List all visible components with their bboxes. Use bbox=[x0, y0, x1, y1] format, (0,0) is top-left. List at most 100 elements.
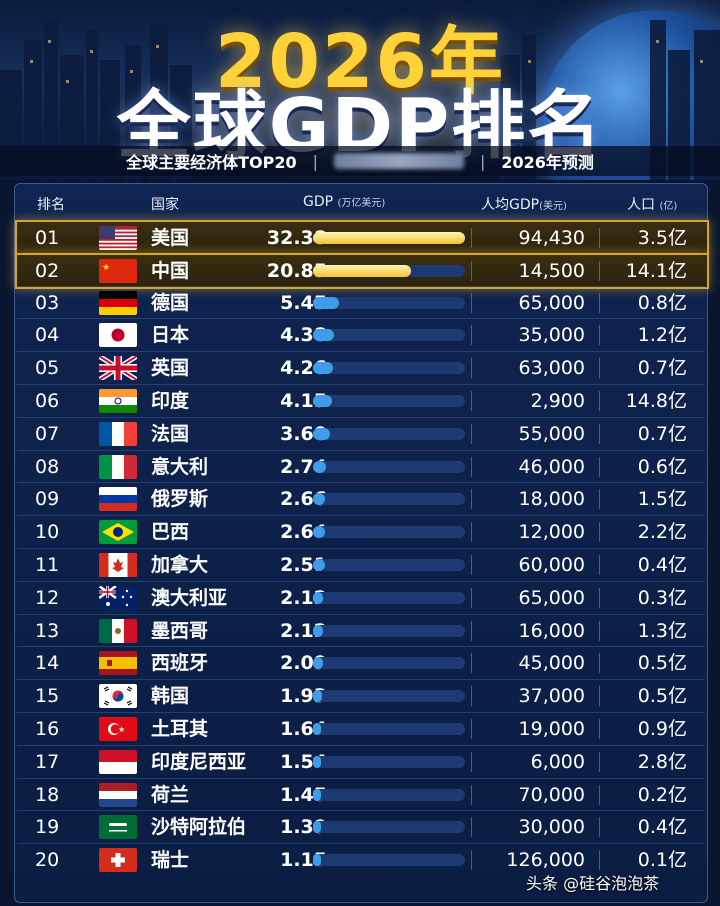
table-row: 19 沙特阿拉伯 1.39 30,000 0.4亿 bbox=[17, 810, 705, 843]
population-cell: 0.8亿 bbox=[637, 291, 687, 314]
gdp-bar bbox=[313, 264, 411, 277]
per-capita-cell: 35,000 bbox=[518, 324, 585, 347]
per-capita-cell: 37,000 bbox=[518, 685, 585, 708]
per-capita-cell: 70,000 bbox=[518, 783, 585, 806]
subtitle-divider: | bbox=[312, 151, 318, 171]
country-cell: 法国 bbox=[151, 422, 190, 445]
population-cell: 1.3亿 bbox=[637, 619, 687, 642]
gdp-bar-track bbox=[313, 624, 465, 637]
table-row: 14 西班牙 2.09 45,000 0.5亿 bbox=[17, 646, 705, 679]
subtitle-bar: 全球主要经济体TOP20 | | 2026年预测 bbox=[0, 146, 720, 176]
column-divider bbox=[471, 620, 472, 641]
table-row: 09 俄罗斯 2.66 18,000 1.5亿 bbox=[17, 482, 705, 515]
column-divider bbox=[599, 751, 600, 772]
header-gdp: GDP (万亿美元) bbox=[303, 194, 385, 210]
per-capita-cell: 16,000 bbox=[518, 619, 585, 642]
country-cell: 土耳其 bbox=[151, 718, 209, 740]
table-row: 16 ★ 土耳其 1.64 19,000 0.9亿 bbox=[17, 712, 705, 745]
column-divider bbox=[471, 391, 472, 411]
column-divider bbox=[471, 456, 472, 477]
svg-text:★: ★ bbox=[102, 263, 110, 273]
country-cell: 墨西哥 bbox=[151, 619, 209, 642]
population-cell: 0.9亿 bbox=[637, 718, 687, 740]
population-cell: 0.1亿 bbox=[637, 849, 687, 872]
per-capita-cell: 30,000 bbox=[518, 816, 585, 839]
population-cell: 14.1亿 bbox=[625, 259, 687, 282]
gdp-bar-track bbox=[313, 755, 465, 768]
subtitle-left: 全球主要经济体TOP20 bbox=[126, 153, 297, 172]
rank-cell: 20 bbox=[35, 849, 60, 872]
gdp-bar bbox=[313, 362, 333, 375]
gdp-bar-track bbox=[313, 657, 465, 670]
jp-flag-icon bbox=[99, 323, 137, 348]
country-cell: 韩国 bbox=[151, 685, 190, 708]
population-cell: 0.3亿 bbox=[637, 586, 687, 609]
gdp-bar-track bbox=[313, 591, 465, 604]
table-row: 07 法国 3.60 55,000 0.7亿 bbox=[17, 416, 705, 450]
table-row: 02 ★ 中国 20.85 14,500 14.1亿 bbox=[15, 252, 709, 289]
rank-cell: 11 bbox=[35, 554, 60, 576]
rank-cell: 12 bbox=[35, 586, 60, 609]
gdp-bar bbox=[313, 723, 321, 735]
per-capita-cell: 19,000 bbox=[518, 718, 585, 740]
gdp-bar-track bbox=[313, 232, 465, 244]
country-cell: 意大利 bbox=[151, 455, 209, 478]
country-cell: 沙特阿拉伯 bbox=[151, 816, 247, 839]
table-row: 03 德国 5.45 65,000 0.8亿 bbox=[17, 285, 705, 319]
gdp-bar-track bbox=[313, 329, 465, 342]
ch-flag-icon bbox=[99, 848, 137, 873]
gdp-bar-track bbox=[313, 526, 465, 539]
column-divider bbox=[599, 423, 600, 444]
rank-cell: 17 bbox=[35, 750, 60, 773]
header-rank: 排名 bbox=[37, 197, 65, 213]
table-row: 17 印度尼西亚 1.54 6,000 2.8亿 bbox=[17, 744, 705, 778]
subtitle-divider: | bbox=[479, 151, 486, 171]
table-row: 06 印度 4.15 2,900 14.8亿 bbox=[17, 384, 705, 417]
rank-cell: 06 bbox=[35, 390, 60, 412]
column-divider bbox=[599, 358, 600, 379]
rank-cell: 03 bbox=[35, 291, 60, 314]
gdp-bar-track bbox=[313, 264, 465, 277]
population-cell: 0.5亿 bbox=[637, 652, 687, 675]
rank-cell: 01 bbox=[35, 227, 60, 249]
es-flag-icon bbox=[99, 651, 137, 676]
header-per-capita-unit: (美元) bbox=[539, 201, 567, 212]
rank-cell: 10 bbox=[35, 521, 60, 544]
rank-cell: 07 bbox=[35, 422, 60, 445]
au-flag-icon bbox=[99, 585, 137, 610]
country-cell: 巴西 bbox=[151, 521, 190, 544]
table-row: 01 美国 32.38 94,430 3.5亿 bbox=[15, 220, 709, 256]
gdp-bar-track bbox=[313, 493, 465, 506]
gdp-bar-track bbox=[313, 788, 465, 801]
gdp-bar bbox=[313, 427, 330, 440]
per-capita-cell: 2,900 bbox=[530, 390, 585, 412]
tr-flag-icon: ★ bbox=[99, 717, 137, 741]
column-divider bbox=[599, 391, 600, 411]
column-divider bbox=[471, 228, 472, 248]
population-cell: 0.4亿 bbox=[637, 554, 687, 576]
table-row: 10 巴西 2.64 12,000 2.2亿 bbox=[17, 515, 705, 548]
per-capita-cell: 14,500 bbox=[518, 259, 585, 282]
column-divider bbox=[471, 817, 472, 838]
header-population-label: 人口 bbox=[627, 197, 655, 213]
country-cell: 印度尼西亚 bbox=[151, 750, 247, 773]
rank-cell: 18 bbox=[35, 783, 60, 806]
column-divider bbox=[599, 686, 600, 707]
page-title-year: 2026年 bbox=[215, 19, 505, 105]
population-cell: 0.7亿 bbox=[637, 422, 687, 445]
gdp-bar-track bbox=[313, 821, 465, 834]
column-divider bbox=[599, 620, 600, 641]
per-capita-cell: 63,000 bbox=[518, 357, 585, 380]
column-divider bbox=[599, 325, 600, 346]
mx-flag-icon bbox=[99, 618, 137, 643]
br-flag-icon bbox=[99, 520, 137, 545]
gdp-bar bbox=[313, 232, 465, 244]
column-divider bbox=[599, 456, 600, 477]
per-capita-cell: 60,000 bbox=[518, 554, 585, 576]
country-cell: 中国 bbox=[151, 259, 190, 282]
header-gdp-label: GDP bbox=[303, 194, 334, 210]
per-capita-cell: 65,000 bbox=[518, 586, 585, 609]
header-gdp-unit: (万亿美元) bbox=[337, 198, 386, 209]
table-row: 20 瑞士 1.15 126,000 0.1亿 bbox=[17, 843, 705, 876]
column-divider bbox=[471, 587, 472, 608]
